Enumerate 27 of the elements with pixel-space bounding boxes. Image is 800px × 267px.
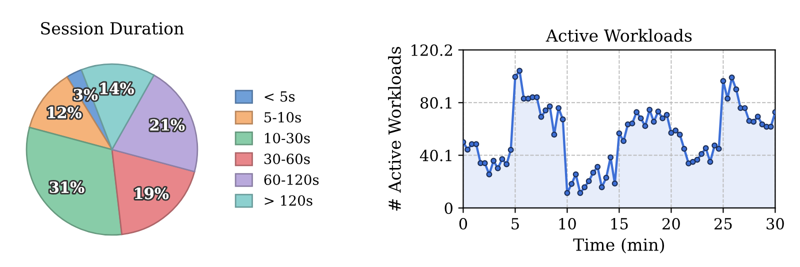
x-tick-label: 10 [559, 218, 576, 230]
x-axis-title: Time (min) [573, 238, 664, 254]
x-tick-label: 20 [662, 218, 680, 230]
y-tick-label: 120.2 [412, 44, 452, 56]
x-tick-label: 5 [512, 218, 519, 230]
legend-label: 10-30s [265, 132, 310, 144]
data-label: 14% [100, 82, 134, 94]
chart-title: Active Workloads [546, 28, 692, 42]
y-tick-label: 40.1 [420, 150, 452, 162]
chart-title: Session Duration [41, 22, 184, 35]
x-tick-label: 30 [766, 218, 784, 230]
legend-label: 60-120s [264, 174, 319, 185]
data-label: 19% [135, 188, 169, 200]
data-label: 21% [150, 119, 185, 131]
legend-label: > 120s [264, 195, 312, 206]
pie-slice [26, 126, 123, 236]
y-tick-label: 0 [444, 202, 452, 214]
x-tick-label: 25 [714, 218, 732, 230]
y-tick-label: 80.1 [420, 97, 452, 109]
legend-label: < 5s [264, 91, 295, 102]
legend-label: 30-60s [264, 154, 310, 164]
legend-label: 5-10s [264, 112, 301, 123]
x-tick-label: 0 [459, 218, 468, 230]
y-axis-title: # Active Workloads [388, 46, 401, 211]
data-label: 12% [48, 106, 82, 118]
data-label: 31% [50, 181, 84, 194]
x-tick-label: 15 [611, 218, 628, 230]
